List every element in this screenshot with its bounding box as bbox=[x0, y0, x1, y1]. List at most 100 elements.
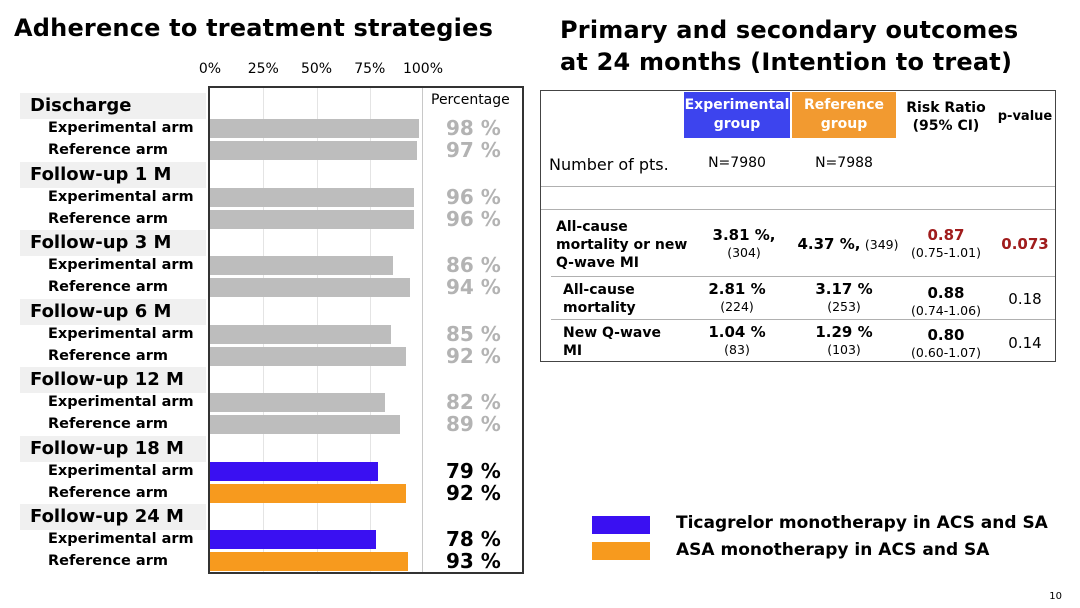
group-label: Follow-up 6 M bbox=[30, 300, 172, 322]
percentage-value: 85 % bbox=[446, 321, 501, 346]
legend-label-reference: ASA monotherapy in ACS and SA bbox=[676, 540, 990, 560]
row-mortality-label: All-cause mortality bbox=[563, 282, 636, 316]
bar bbox=[210, 552, 409, 571]
group-label: Discharge bbox=[30, 95, 132, 116]
bar bbox=[210, 278, 411, 297]
row-composite-experimental: 3.81 %, (304) bbox=[712, 226, 776, 261]
group-band bbox=[20, 367, 206, 393]
bar bbox=[210, 393, 385, 412]
percentage-value: 86 % bbox=[446, 253, 501, 277]
row-qwave-label: New Q-wave MI bbox=[563, 325, 661, 359]
group-label: Follow-up 18 M bbox=[30, 437, 184, 459]
row-composite-risk-ratio: 0.87 (0.75-1.01) bbox=[911, 226, 981, 261]
bar bbox=[210, 346, 406, 366]
right-title-line1: Primary and secondary outcomes bbox=[560, 16, 1019, 44]
x-tick-label: 25% bbox=[247, 61, 279, 77]
left-title: Adherence to treatment strategies bbox=[14, 14, 494, 42]
row-mortality-risk-ratio: 0.88 (0.74-1.06) bbox=[911, 284, 981, 319]
group-band bbox=[20, 230, 206, 256]
outcomes-table: Experimental group Reference group Risk … bbox=[540, 90, 1056, 362]
bar bbox=[210, 324, 392, 344]
group-band bbox=[20, 93, 206, 119]
group-label: Follow-up 1 M bbox=[30, 163, 172, 185]
number-of-pts-experimental: N=7980 bbox=[708, 155, 766, 171]
percentage-value: 92 % bbox=[446, 480, 501, 505]
row-composite-p-value: 0.073 bbox=[1001, 235, 1049, 253]
legend-label-experimental: Ticagrelor monotherapy in ACS and SA bbox=[676, 513, 1048, 533]
chart-frame bbox=[208, 86, 524, 574]
bar bbox=[210, 209, 415, 229]
group-band bbox=[20, 504, 206, 530]
bar bbox=[210, 256, 394, 275]
header-p-value: p-value bbox=[997, 109, 1053, 124]
percentage-value: 96 % bbox=[446, 184, 501, 209]
table-separator bbox=[541, 186, 1055, 187]
bar bbox=[210, 461, 379, 481]
legend-swatch-reference bbox=[592, 542, 650, 560]
arm-label: Experimental arm bbox=[48, 188, 194, 205]
arm-label: Experimental arm bbox=[48, 325, 194, 342]
number-of-pts-reference: N=7988 bbox=[815, 155, 873, 171]
number-of-pts-label: Number of pts. bbox=[549, 155, 669, 174]
row-qwave-experimental: 1.04 % (83) bbox=[708, 323, 766, 358]
bar bbox=[210, 119, 419, 138]
arm-label: Reference arm bbox=[48, 279, 168, 295]
group-band bbox=[20, 435, 206, 462]
row-qwave-risk-ratio: 0.80 (0.60-1.07) bbox=[911, 326, 981, 361]
x-tick-label: 100% bbox=[402, 61, 444, 77]
percentage-column-divider bbox=[422, 88, 423, 572]
bar bbox=[210, 530, 377, 549]
header-risk-ratio: Risk Ratio (95% CI) bbox=[906, 100, 986, 134]
header-reference-group: Reference group bbox=[792, 92, 896, 138]
bar bbox=[210, 141, 417, 160]
percentage-value: 96 % bbox=[446, 206, 501, 231]
arm-label: Experimental arm bbox=[48, 531, 194, 547]
arm-label: Reference arm bbox=[48, 210, 168, 227]
row-mortality-p-value: 0.18 bbox=[1008, 290, 1042, 308]
row-composite-reference: 4.37 %, (349) bbox=[797, 235, 899, 253]
row-composite-label: All-cause mortality or new Q-wave MI bbox=[556, 219, 688, 271]
percentage-value: 98 % bbox=[446, 116, 501, 140]
table-separator bbox=[551, 276, 1055, 277]
x-tick-label: 75% bbox=[354, 61, 386, 77]
x-tick-label: 0% bbox=[198, 61, 222, 77]
arm-label: Experimental arm bbox=[48, 257, 194, 273]
right-title: Primary and secondary outcomes at 24 mon… bbox=[560, 14, 1018, 78]
arm-label: Experimental arm bbox=[48, 462, 194, 479]
percentage-value: 92 % bbox=[446, 343, 501, 368]
percentage-column-header: Percentage bbox=[431, 92, 510, 108]
arm-label: Reference arm bbox=[48, 553, 168, 569]
group-label: Follow-up 24 M bbox=[30, 506, 184, 527]
bar bbox=[210, 187, 415, 207]
page-number: 10 bbox=[1049, 591, 1062, 602]
group-label: Follow-up 3 M bbox=[30, 232, 172, 253]
group-label: Follow-up 12 M bbox=[30, 369, 184, 390]
row-mortality-experimental: 2.81 % (224) bbox=[708, 280, 766, 315]
header-experimental-group: Experimental group bbox=[684, 92, 790, 138]
percentage-value: 94 % bbox=[446, 275, 501, 299]
percentage-value: 93 % bbox=[446, 549, 501, 573]
arm-label: Reference arm bbox=[48, 142, 168, 158]
right-title-line2: at 24 months (Intention to treat) bbox=[560, 48, 1013, 76]
percentage-value: 89 % bbox=[446, 412, 501, 436]
arm-label: Experimental arm bbox=[48, 394, 194, 410]
arm-label: Reference arm bbox=[48, 416, 168, 432]
bar bbox=[210, 483, 406, 503]
row-qwave-p-value: 0.14 bbox=[1008, 334, 1042, 352]
percentage-value: 78 % bbox=[446, 527, 501, 551]
percentage-value: 82 % bbox=[446, 390, 501, 414]
bar bbox=[210, 415, 400, 434]
legend-swatch-experimental bbox=[592, 516, 650, 534]
percentage-value: 79 % bbox=[446, 458, 501, 483]
group-band bbox=[20, 161, 206, 188]
table-separator bbox=[551, 319, 1055, 320]
arm-label: Reference arm bbox=[48, 347, 168, 364]
x-tick-label: 50% bbox=[300, 61, 333, 77]
group-band bbox=[20, 298, 206, 325]
row-mortality-reference: 3.17 % (253) bbox=[815, 280, 873, 315]
row-qwave-reference: 1.29 % (103) bbox=[815, 323, 873, 358]
arm-label: Experimental arm bbox=[48, 120, 194, 136]
arm-label: Reference arm bbox=[48, 484, 168, 501]
table-separator bbox=[541, 209, 1055, 210]
percentage-value: 97 % bbox=[446, 138, 501, 162]
